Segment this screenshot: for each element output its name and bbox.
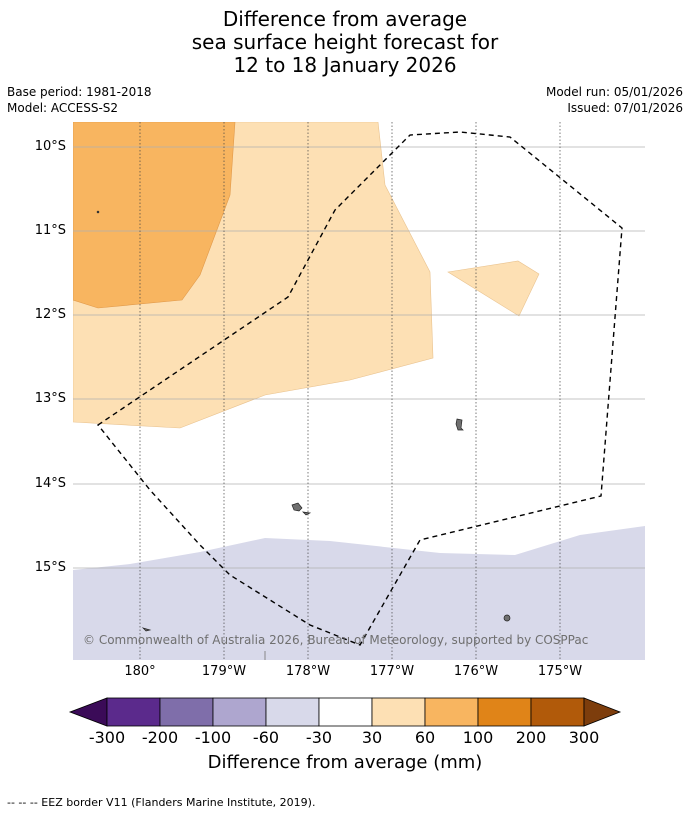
- colorbar-tick: -100: [194, 728, 232, 747]
- anomaly-region-neg30-neg60: [73, 526, 645, 660]
- latitude-gridlines: [73, 146, 645, 569]
- colorbar: [68, 697, 622, 727]
- island-3: [302, 511, 312, 516]
- colorbar-swatch-2: [159, 697, 214, 727]
- lat-label-13s: 13°S: [34, 391, 66, 406]
- longitude-gridlines: [139, 122, 561, 660]
- island-1: [455, 418, 464, 431]
- lat-label-10s: 10°S: [34, 139, 66, 154]
- island-2: [291, 502, 303, 512]
- lat-label-14s: 14°S: [34, 476, 66, 491]
- colorbar-extend-low: [68, 697, 108, 727]
- island-6: [96, 210, 100, 214]
- issued-date: Issued: 07/01/2026: [567, 101, 683, 115]
- colorbar-tick: 100: [462, 728, 494, 747]
- colorbar-extend-high: [583, 697, 622, 727]
- colorbar-tick: -300: [88, 728, 126, 747]
- model-name: Model: ACCESS-S2: [7, 101, 119, 115]
- colorbar-swatch-5: [318, 697, 373, 727]
- lat-label-12s: 12°S: [34, 307, 66, 322]
- colorbar-swatch-8: [477, 697, 532, 727]
- colorbar-tick: -200: [141, 728, 179, 747]
- colorbar-tick: 300: [568, 728, 600, 747]
- meta-right: Model run: 05/01/2026 Issued: 07/01/2026: [546, 84, 683, 116]
- lon-label-176w: 176°W: [453, 664, 499, 679]
- colorbar-swatch-6: [371, 697, 426, 727]
- lon-label-175w: 175°W: [537, 664, 583, 679]
- lon-label-178w: 178°W: [285, 664, 331, 679]
- eez-footnote: -- -- -- EEZ border V11 (Flanders Marine…: [7, 796, 316, 809]
- base-period: Base period: 1981-2018: [7, 85, 152, 99]
- colorbar-tick: -30: [305, 728, 333, 747]
- colorbar-tick: -60: [252, 728, 280, 747]
- copyright-notice: © Commonwealth of Australia 2026, Bureau…: [83, 633, 589, 647]
- colorbar-title: Difference from average (mm): [207, 752, 483, 773]
- colorbar-swatch-7: [424, 697, 479, 727]
- colorbar-swatch-9: [530, 697, 585, 727]
- lon-label-177w: 177°W: [369, 664, 415, 679]
- meta-left: Base period: 1981-2018 Model: ACCESS-S2: [7, 84, 152, 116]
- colorbar-swatch-4: [265, 697, 320, 727]
- islands: [96, 210, 511, 632]
- title-line-2: sea surface height forecast for: [191, 30, 499, 54]
- colorbar-tick: 30: [361, 728, 383, 747]
- anomaly-region-60-100: [73, 122, 236, 309]
- lat-label-15s: 15°S: [34, 560, 66, 575]
- eez-border: [96, 131, 623, 646]
- island-4: [503, 614, 511, 622]
- lon-label-179w: 179°W: [201, 664, 247, 679]
- title-line-1: Difference from average: [222, 7, 468, 31]
- colorbar-tick: 200: [515, 728, 547, 747]
- island-5: [141, 627, 152, 632]
- model-run: Model run: 05/01/2026: [545, 85, 683, 99]
- title-line-3: 12 to 18 January 2026: [233, 53, 457, 77]
- anomaly-patch-east: [447, 260, 540, 317]
- colorbar-swatch-1: [106, 697, 161, 727]
- lon-label-180: 180°: [124, 664, 156, 679]
- lat-label-11s: 11°S: [34, 223, 66, 238]
- colorbar-swatch-3: [212, 697, 267, 727]
- colorbar-tick: 60: [414, 728, 436, 747]
- map-title: Difference from average sea surface heig…: [0, 8, 690, 77]
